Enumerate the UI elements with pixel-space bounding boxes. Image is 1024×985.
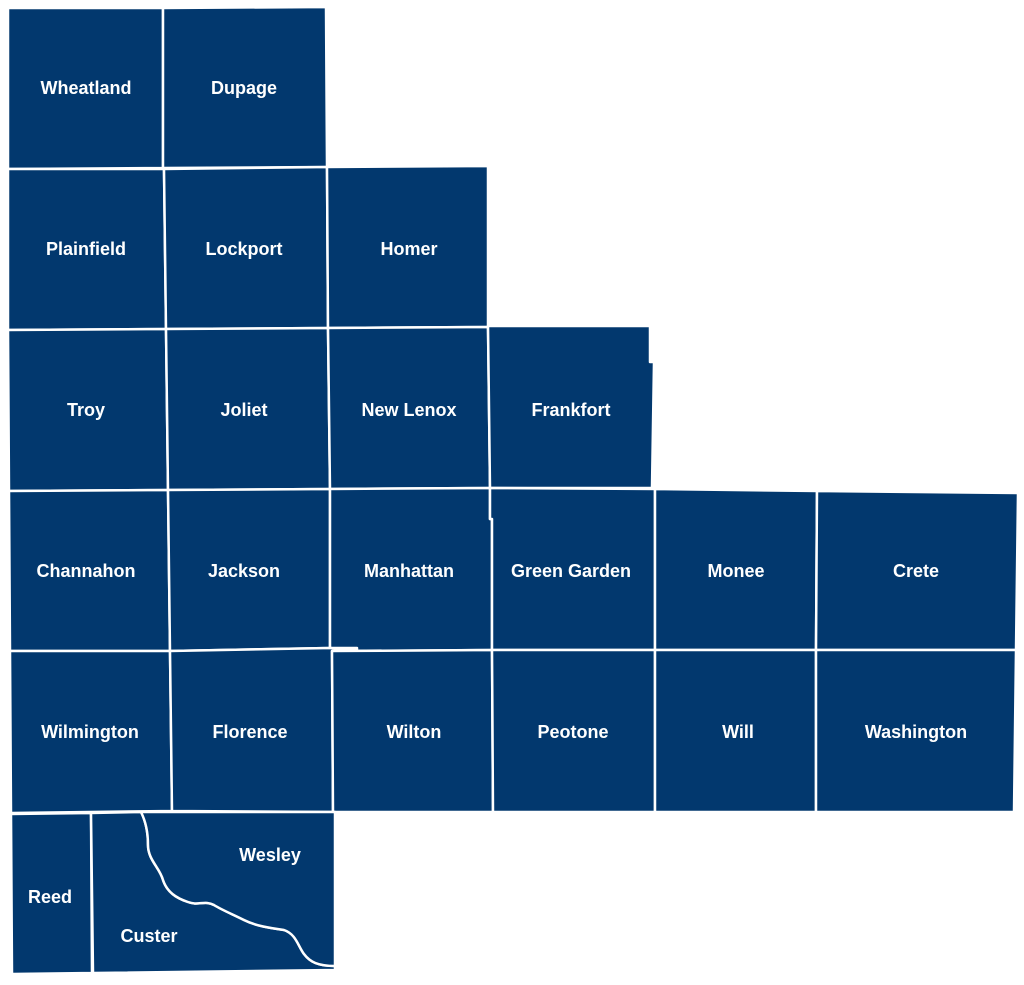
labels: Wheatland Dupage Plainfield Lockport Hom… bbox=[28, 78, 967, 946]
region-label: Homer bbox=[380, 239, 437, 259]
region-label: Wheatland bbox=[40, 78, 131, 98]
region-label: Green Garden bbox=[511, 561, 631, 581]
region-label: Frankfort bbox=[531, 400, 610, 420]
region-label: Channahon bbox=[37, 561, 136, 581]
region-label: Lockport bbox=[205, 239, 282, 259]
region-label: Wesley bbox=[239, 845, 301, 865]
regions bbox=[6, 5, 1020, 976]
region bbox=[814, 648, 1018, 814]
region-label: New Lenox bbox=[361, 400, 456, 420]
region-label: Crete bbox=[893, 561, 939, 581]
region-label: Wilton bbox=[387, 722, 442, 742]
region-label: Jackson bbox=[208, 561, 280, 581]
region-label: Troy bbox=[67, 400, 105, 420]
region bbox=[139, 810, 337, 968]
region-label: Custer bbox=[120, 926, 177, 946]
region-label: Dupage bbox=[211, 78, 277, 98]
region-label: Florence bbox=[212, 722, 287, 742]
region-label: Reed bbox=[28, 887, 72, 907]
region-label: Washington bbox=[865, 722, 967, 742]
region-label: Joliet bbox=[220, 400, 267, 420]
region-label: Peotone bbox=[537, 722, 608, 742]
region-label: Wilmington bbox=[41, 722, 139, 742]
region-label: Monee bbox=[707, 561, 764, 581]
region-label: Manhattan bbox=[364, 561, 454, 581]
region-label: Plainfield bbox=[46, 239, 126, 259]
region-label: Will bbox=[722, 722, 754, 742]
